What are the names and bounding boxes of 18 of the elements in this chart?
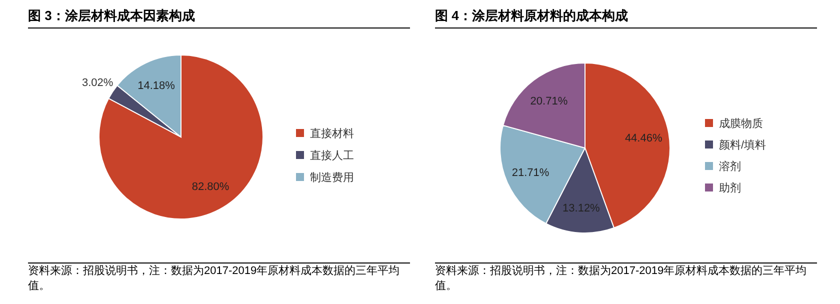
text: 资料来源：招股说明书，注：数据为2017-2019年原材料成本数据的三年平均值。: [28, 264, 401, 294]
legend-label: 成膜物质: [719, 117, 763, 130]
data-label: 44.46%: [624, 132, 662, 145]
data-label: 82.80%: [192, 181, 230, 194]
chart-title: 图 3：涂层材料成本因素构成: [28, 8, 195, 23]
chart-title: 图 4：涂层材料原材料的成本构成: [435, 8, 628, 23]
data-label: 13.12%: [562, 202, 600, 214]
legend-label: 颜料/填料: [719, 138, 766, 152]
legend-label: 直接材料: [310, 127, 354, 140]
legend-label: 直接人工: [310, 149, 354, 162]
data-label: 14.18%: [138, 80, 176, 92]
legend-label: 制造费用: [310, 171, 354, 184]
data-label: 3.02%: [82, 76, 114, 89]
legend-label: 溶剂: [719, 160, 741, 173]
data-label: 21.71%: [512, 166, 550, 179]
data-label: 20.71%: [530, 96, 568, 108]
text: 资料来源：招股说明书，注：数据为2017-2019年原材料成本数据的三年平均值。: [435, 264, 808, 294]
legend-label: 助剂: [719, 182, 741, 194]
